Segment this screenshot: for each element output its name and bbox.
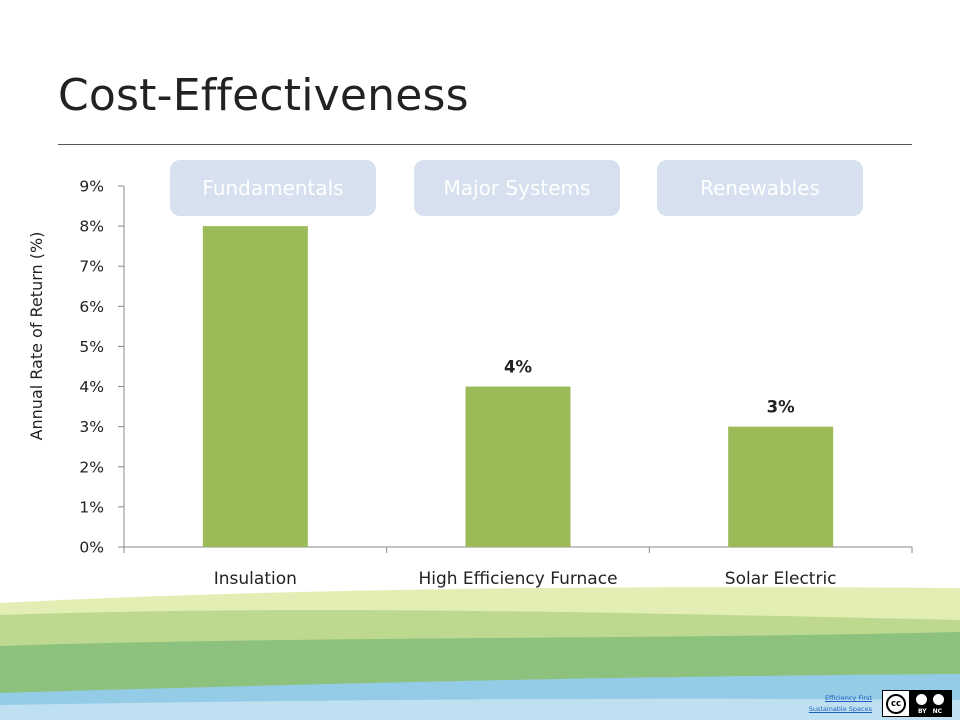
y-tick-label: 7% (79, 258, 104, 276)
tag-renewables: Renewables (657, 160, 863, 216)
x-category-label: Insulation (214, 569, 297, 589)
y-tick-label: 5% (79, 338, 104, 356)
tag-major-systems: Major Systems (414, 160, 620, 216)
y-axis-title: Annual Rate of Return (%) (27, 232, 46, 441)
cc-icon: cc (886, 693, 906, 714)
title-divider (58, 144, 912, 145)
y-tick-label: 9% (79, 178, 104, 196)
cc-by-label: BY (917, 708, 927, 715)
attribution-icon (915, 693, 928, 706)
wave-blue-light (0, 698, 960, 720)
y-tick-label: 0% (79, 539, 104, 557)
noncommercial-icon (932, 693, 945, 706)
x-category-label: Solar Electric (725, 569, 837, 589)
tag-fundamentals: Fundamentals (170, 160, 376, 216)
cc-nc-label: NC (932, 708, 943, 715)
y-tick-label: 2% (79, 458, 104, 476)
y-tick-label: 4% (79, 378, 104, 396)
y-tick-label: 8% (79, 218, 104, 236)
credit-link-sustainable-spaces[interactable]: Sustainable Spaces (808, 705, 872, 713)
bar-insulation (202, 226, 308, 547)
bar-solar-electric (728, 426, 834, 547)
bar-data-label: 4% (504, 358, 532, 377)
bar-high-efficiency-furnace (465, 386, 571, 547)
y-tick-label: 3% (79, 418, 104, 436)
x-category-label: High Efficiency Furnace (418, 569, 617, 589)
slide-title: Cost-Effectiveness (58, 70, 469, 121)
y-tick-label: 1% (79, 498, 104, 516)
bar-chart: 0%1%2%3%4%5%6%7%8%9% 8%Insulation4%High … (27, 178, 913, 589)
creative-commons-license-badge[interactable]: cc BY NC (882, 690, 952, 717)
bar-data-label: 3% (767, 398, 795, 417)
credit-link-efficiency-first[interactable]: Efficiency First (824, 694, 872, 702)
y-tick-label: 6% (79, 298, 104, 316)
